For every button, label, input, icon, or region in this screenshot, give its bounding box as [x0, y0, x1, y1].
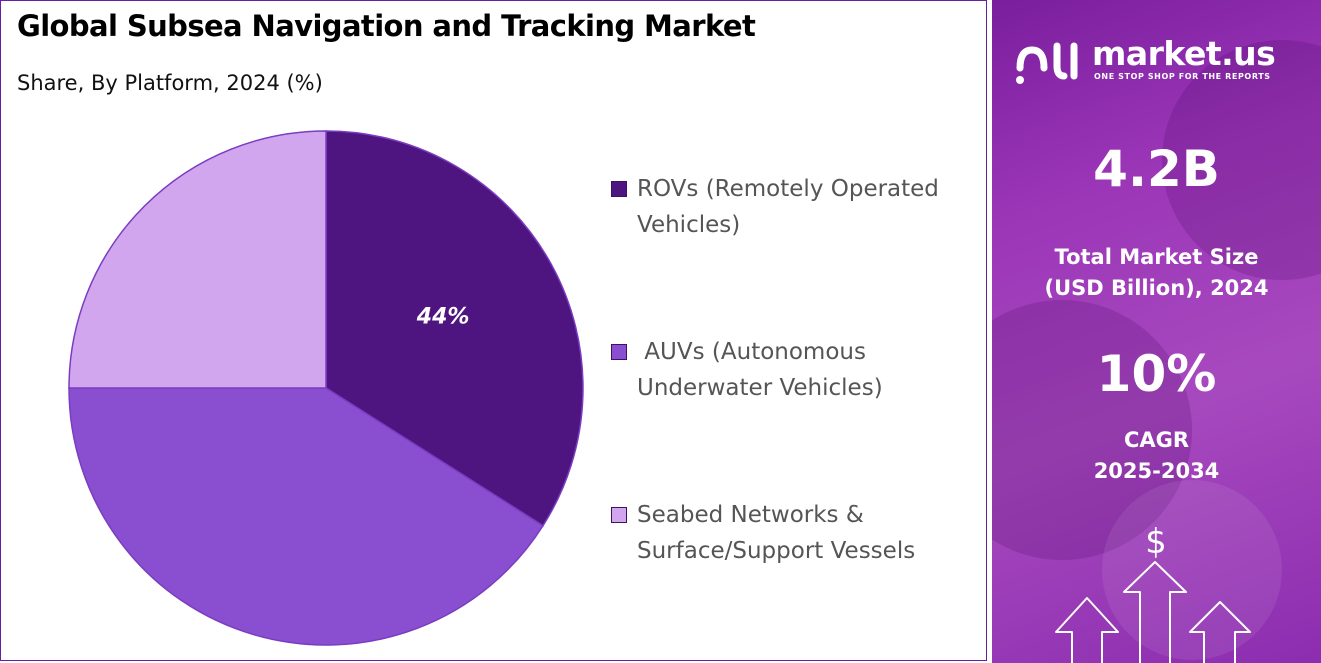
legend-label-seabed-line1: Seabed Networks & [637, 502, 864, 528]
dollar-icon: $ [1145, 522, 1167, 562]
pie-slice-2 [68, 387, 545, 646]
market-size-label-line2: (USD Billion), 2024 [1044, 276, 1269, 300]
background-shade [992, 300, 1192, 560]
market-size-label-line1: Total Market Size [1054, 245, 1259, 269]
brand-tagline: ONE STOP SHOP FOR THE REPORTS [1094, 72, 1271, 81]
chart-panel: Global Subsea Navigation and Tracking Ma… [0, 0, 987, 661]
legend-label-auvs-line1: AUVs (Autonomous [637, 339, 866, 365]
pie-data-label-1: 44% [416, 305, 470, 330]
market-size-label: Total Market Size (USD Billion), 2024 [992, 242, 1321, 304]
pie-slice-3 [68, 130, 327, 389]
legend-label-seabed: Seabed Networks & Surface/Support Vessel… [637, 497, 977, 569]
legend-label-rovs: ROVs (Remotely Operated Vehicles) [637, 171, 977, 243]
legend-label-rovs-line2: Vehicles) [637, 212, 741, 238]
brand-logo[interactable]: market.us ONE STOP SHOP FOR THE REPORTS [1014, 34, 1304, 88]
legend-label-rovs-line1: ROVs (Remotely Operated [637, 176, 939, 202]
legend-label-seabed-line2: Surface/Support Vessels [637, 538, 916, 564]
market-summary-panel: market.us ONE STOP SHOP FOR THE REPORTS … [992, 0, 1321, 663]
pie-chart: 44% [68, 130, 584, 646]
legend-label-auvs: AUVs (Autonomous Underwater Vehicles) [637, 334, 977, 406]
pie-slice-1 [325, 130, 584, 527]
legend-swatch-seabed [611, 507, 627, 523]
legend-swatch-auvs [611, 344, 627, 360]
legend-swatch-rovs [611, 181, 627, 197]
logo-icon [1016, 42, 1078, 84]
cagr-label-line1: CAGR [1123, 428, 1190, 452]
cagr-label: CAGR 2025-2034 [992, 425, 1321, 487]
chart-title: Global Subsea Navigation and Tracking Ma… [17, 9, 756, 43]
cagr-label-line2: 2025-2034 [1093, 459, 1220, 483]
market-size-value: 4.2B [1093, 140, 1220, 198]
growth-arrows-icon: $ [1055, 522, 1251, 663]
cagr-value: 10% [1096, 345, 1217, 403]
legend-label-auvs-line2: Underwater Vehicles) [637, 375, 883, 401]
brand-name: market.us [1092, 34, 1276, 73]
chart-subtitle: Share, By Platform, 2024 (%) [17, 71, 323, 95]
